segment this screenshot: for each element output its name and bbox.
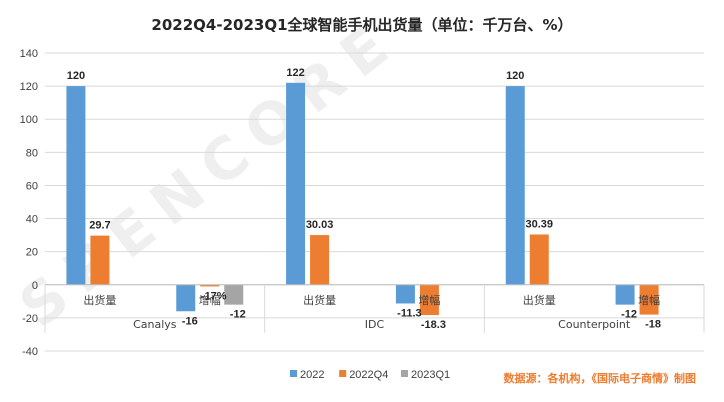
- data-label: 29.7: [89, 220, 110, 232]
- x-group-label: Canalys: [133, 318, 177, 331]
- bar-2022: [615, 284, 635, 305]
- data-label: 122: [286, 67, 304, 79]
- legend-entry: 2022Q4: [349, 369, 388, 381]
- y-tick-label: 0: [32, 280, 38, 292]
- bar-2023q1: [224, 284, 244, 305]
- y-tick-label: 120: [20, 81, 38, 93]
- bar-2022q4: [639, 284, 659, 315]
- legend: 2022 2022Q4 2023Q1: [290, 369, 450, 381]
- y-tick-label: 60: [26, 180, 38, 192]
- bars: [66, 82, 659, 316]
- data-label: -16: [182, 315, 198, 327]
- legend-entry: 2022: [300, 369, 324, 381]
- y-tick-label: 20: [26, 247, 38, 259]
- y-tick-label: 40: [26, 214, 38, 226]
- source-note: 数据源：各机构，《国际电子商情》制图: [504, 371, 697, 385]
- data-label: 120: [506, 70, 524, 82]
- y-tick-label: -20: [22, 313, 38, 325]
- data-label: -18: [645, 319, 661, 331]
- bar-2022q4: [90, 235, 110, 285]
- bar-2022q4: [419, 284, 439, 316]
- bar-2022q4: [310, 235, 330, 285]
- data-label: 30.39: [525, 218, 553, 230]
- x-category-label: 出货量: [523, 293, 556, 307]
- data-label: -12: [230, 309, 246, 321]
- bar-2022: [505, 86, 525, 285]
- data-label: -17%: [201, 290, 227, 302]
- bar-2022: [176, 284, 196, 312]
- bar-2022: [395, 284, 415, 304]
- data-label: 30.03: [306, 219, 334, 231]
- legend-swatch: [290, 370, 297, 377]
- y-tick-label: 100: [20, 114, 38, 126]
- x-group-label: Counterpoint: [558, 318, 631, 331]
- data-labels: 12029.7-16-17%-1212230.03-11.3-18.312030…: [67, 67, 661, 331]
- x-category-label: 增幅: [418, 293, 440, 307]
- y-tick-label: 140: [20, 48, 38, 60]
- legend-entry: 2023Q1: [411, 369, 450, 381]
- bar-2022q4: [200, 284, 220, 287]
- bar-2022: [66, 86, 86, 285]
- x-category-label: 增幅: [199, 293, 221, 307]
- data-label: -18.3: [421, 319, 446, 331]
- bar-2022: [286, 82, 306, 285]
- axes: -40 -20 0 20 40 60 80 100 120 140 出货量 增幅 出货量 增幅 出货量 增幅 C…: [20, 48, 705, 358]
- x-group-label: IDC: [365, 318, 385, 331]
- data-label: -11.3: [397, 307, 421, 319]
- bar-2022q4: [529, 234, 549, 285]
- data-label: -12: [621, 309, 637, 321]
- data-label: 120: [67, 70, 85, 82]
- legend-swatch: [339, 370, 347, 377]
- legend-swatch: [401, 370, 408, 377]
- x-category-label: 出货量: [303, 293, 336, 307]
- y-tick-label: -40: [22, 346, 38, 358]
- y-tick-label: 80: [26, 147, 38, 159]
- chart-title: 2022Q4-2023Q1全球智能手机出货量（单位：千万台、%）: [151, 16, 572, 34]
- x-category-label: 出货量: [83, 293, 116, 307]
- x-category-label: 增幅: [638, 293, 660, 307]
